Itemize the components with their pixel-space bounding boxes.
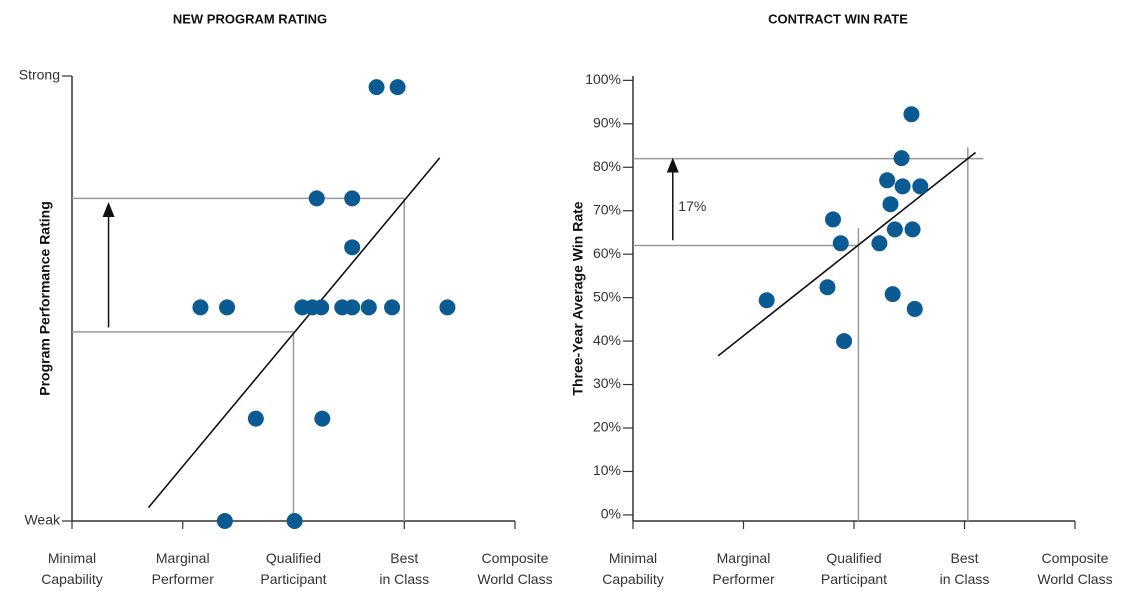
x-tick-label: Best in Class xyxy=(379,550,429,587)
point xyxy=(819,279,836,296)
point xyxy=(879,172,896,189)
x-tick-label-line: Qualified xyxy=(266,550,321,566)
point xyxy=(344,190,361,207)
point xyxy=(344,239,361,256)
point xyxy=(758,292,775,309)
point xyxy=(384,299,401,316)
x-tick-label: Composite World Class xyxy=(1037,550,1112,587)
trend-line xyxy=(717,151,977,357)
point xyxy=(216,513,233,529)
y-tick-label: 30% xyxy=(593,375,621,391)
x-tick-label: Marginal Performer xyxy=(712,550,775,587)
point xyxy=(884,286,901,303)
point xyxy=(344,299,361,316)
trend-line xyxy=(147,157,441,509)
y-axis-label: Program Performance Rating xyxy=(37,201,53,396)
x-tick-label-line: Capability xyxy=(41,571,102,587)
x-tick-label-line: Participant xyxy=(260,571,326,587)
point xyxy=(882,196,899,213)
x-tick-label-line: Minimal xyxy=(609,550,657,566)
x-tick-label-line: Composite xyxy=(1042,550,1109,566)
point xyxy=(894,178,911,195)
point xyxy=(439,299,456,316)
point xyxy=(893,150,910,167)
point xyxy=(368,79,385,96)
point xyxy=(308,190,325,207)
x-tick-label-line: Performer xyxy=(712,571,775,587)
y-axis-label: Three-Year Average Win Rate xyxy=(570,201,586,395)
point xyxy=(836,333,853,350)
x-tick-label-line: Marginal xyxy=(717,550,771,566)
y-tick-label: 20% xyxy=(593,419,621,435)
point xyxy=(313,299,330,316)
point xyxy=(904,221,921,238)
point xyxy=(219,299,236,316)
x-tick-label-line: Minimal xyxy=(48,550,96,566)
x-tick-label-line: World Class xyxy=(477,571,552,587)
y-tick-label: 0% xyxy=(601,506,621,522)
x-tick-label-line: in Class xyxy=(940,571,990,587)
y-tick-label: 60% xyxy=(593,245,621,261)
point xyxy=(886,221,903,238)
chart-title: CONTRACT WIN RATE xyxy=(768,11,908,26)
point xyxy=(314,410,331,427)
x-tick-label-line: World Class xyxy=(1037,571,1112,587)
x-tick-label-line: Marginal xyxy=(156,550,210,566)
point xyxy=(247,410,264,427)
y-tick-label: 100% xyxy=(585,71,621,87)
y-tick-label: 70% xyxy=(593,201,621,217)
x-tick-label-line: Composite xyxy=(482,550,549,566)
point xyxy=(912,178,929,195)
y-tick-label: 80% xyxy=(593,158,621,174)
y-tick-label: 40% xyxy=(593,332,621,348)
x-tick-label-line: Best xyxy=(390,550,418,566)
annotation: 17% xyxy=(678,198,706,214)
x-tick-label: Minimal Capability xyxy=(602,550,663,587)
point xyxy=(360,299,377,316)
point xyxy=(906,300,923,317)
y-tick-label: 50% xyxy=(593,288,621,304)
x-tick-label-line: in Class xyxy=(379,571,429,587)
y-tick-label: 90% xyxy=(593,115,621,131)
x-tick-label: Best in Class xyxy=(940,550,990,587)
x-tick-label: Composite World Class xyxy=(477,550,552,587)
chart-title: NEW PROGRAM RATING xyxy=(173,11,327,26)
point xyxy=(903,106,920,123)
y-tick-label: Strong xyxy=(19,67,60,83)
point xyxy=(192,299,209,316)
y-tick-label: Weak xyxy=(24,512,61,528)
point xyxy=(825,211,842,228)
x-tick-label: Qualified Participant xyxy=(821,550,887,587)
point xyxy=(871,235,888,252)
x-tick-label: Minimal Capability xyxy=(41,550,102,587)
x-tick-label-line: Performer xyxy=(152,571,215,587)
x-tick-label-line: Best xyxy=(950,550,978,566)
x-tick-label-line: Participant xyxy=(821,571,887,587)
point xyxy=(832,235,849,252)
point xyxy=(389,79,406,96)
point xyxy=(286,513,303,529)
x-tick-label: Qualified Participant xyxy=(260,550,326,587)
x-tick-label: Marginal Performer xyxy=(152,550,215,587)
x-tick-label-line: Qualified xyxy=(826,550,881,566)
y-tick-label: 10% xyxy=(593,462,621,478)
x-tick-label-line: Capability xyxy=(602,571,663,587)
